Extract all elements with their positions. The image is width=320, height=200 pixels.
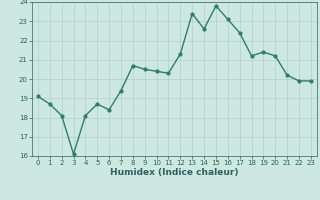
X-axis label: Humidex (Indice chaleur): Humidex (Indice chaleur): [110, 168, 239, 177]
